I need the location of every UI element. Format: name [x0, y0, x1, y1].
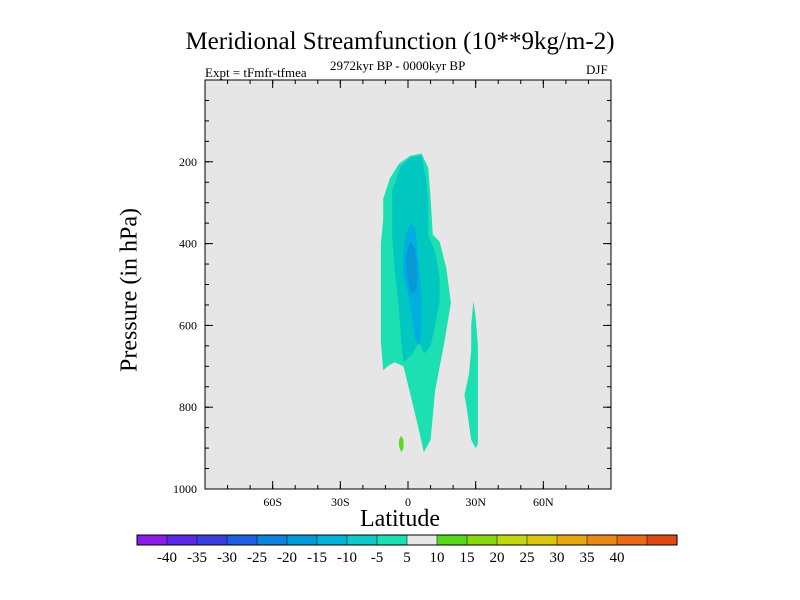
colorbar-label: 25 [520, 550, 535, 566]
y-tick-label: 800 [179, 400, 197, 414]
colorbar-swatch [586, 534, 618, 546]
colorbar-label: 15 [460, 550, 475, 566]
experiment-label: Expt = tFmfr-tfmea [205, 65, 307, 80]
x-tick-label: 0 [405, 495, 411, 509]
colorbar-swatch [316, 534, 348, 546]
colorbar-swatch [496, 534, 528, 546]
colorbar-label: 5 [403, 550, 411, 566]
colorbar-swatch [466, 534, 498, 546]
colorbar-swatch [376, 534, 408, 546]
colorbar-label: -35 [187, 550, 207, 566]
colorbar-swatch [256, 534, 288, 546]
x-tick-label: 60S [263, 495, 282, 509]
chart-subtitle: 2972kyr BP - 0000kyr BP [330, 58, 466, 73]
colorbar-label: -15 [307, 550, 327, 566]
colorbar-swatch [136, 534, 168, 546]
colorbar-label: 30 [550, 550, 565, 566]
colorbar-swatch [526, 534, 558, 546]
x-tick-label: 30N [465, 495, 486, 509]
colorbar-swatch [406, 534, 438, 546]
colorbar-frame [136, 534, 678, 546]
y-tick-label: 600 [179, 318, 197, 332]
contour-region-secondary-cell-30N [464, 300, 478, 449]
colorbar-swatch [226, 534, 258, 546]
x-tick-label: 30S [331, 495, 350, 509]
colorbar-label: -10 [337, 550, 357, 566]
colorbar-label: -20 [277, 550, 297, 566]
colorbar-label: 10 [430, 550, 445, 566]
colorbar-swatch [286, 534, 318, 546]
y-tick-label: 200 [179, 155, 197, 169]
colorbar-swatch [346, 534, 378, 546]
colorbar-swatch [616, 534, 648, 546]
colorbar-label: -25 [247, 550, 267, 566]
contour-region-main-cell-minus20 [405, 241, 417, 293]
colorbar-swatch [196, 534, 228, 546]
season-label: DJF [586, 62, 608, 77]
x-axis-label: Latitude [360, 506, 440, 532]
colorbar-swatch [646, 534, 678, 546]
contour-region-positive-spot-5S [399, 435, 404, 453]
colorbar-label: 20 [490, 550, 505, 566]
colorbar-swatch [166, 534, 198, 546]
colorbar-swatch [436, 534, 468, 546]
y-tick-label: 1000 [173, 482, 197, 496]
colorbar-label: 35 [580, 550, 595, 566]
colorbar-label: 40 [610, 550, 625, 566]
x-tick-label: 60N [533, 495, 554, 509]
chart-title: Meridional Streamfunction (10**9kg/m-2) [185, 28, 615, 55]
colorbar-label: -30 [217, 550, 237, 566]
y-tick-label: 400 [179, 237, 197, 251]
colorbar-label: -40 [157, 550, 177, 566]
colorbar-swatch [556, 534, 588, 546]
colorbar-label: -5 [371, 550, 384, 566]
